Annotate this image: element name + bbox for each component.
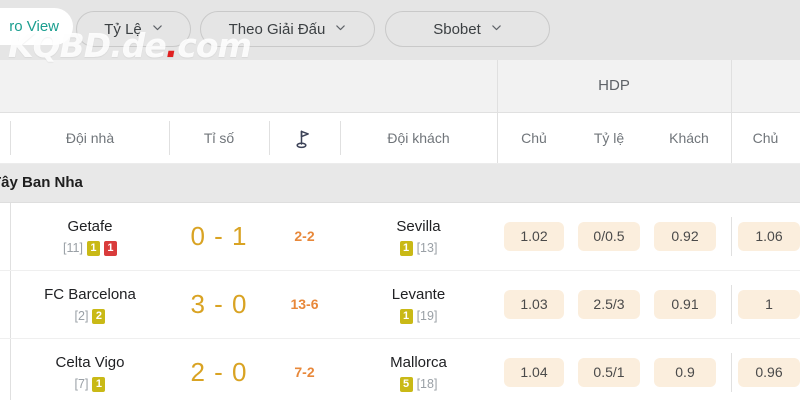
home-team-rank: [2] <box>74 309 89 323</box>
odds-hdp-home[interactable]: 1.03 <box>504 290 564 319</box>
filter-pill-by-league[interactable]: Theo Giải Đấu <box>200 11 375 47</box>
hdp-group-label: HDP <box>598 77 630 94</box>
column-header-hdp-away[interactable]: Khách <box>669 130 709 146</box>
odds-hdp-away[interactable]: 0.92 <box>654 222 716 251</box>
filter-pill-odds-type[interactable]: Tỷ Lệ <box>76 11 191 47</box>
odds-ou-home[interactable]: 0.96 <box>738 358 800 387</box>
odds-hdp-away[interactable]: 0.9 <box>654 358 716 387</box>
odds-hdp-away[interactable]: 0.91 <box>654 290 716 319</box>
corner-count[interactable]: 13-6 <box>290 296 319 312</box>
away-team-rank: [19] <box>416 309 438 323</box>
odds-hdp-ratio[interactable]: 2.5/3 <box>578 290 640 319</box>
away-team-rank: [18] <box>416 377 438 391</box>
away-team-name: Sevilla <box>396 218 441 235</box>
corner-count[interactable]: 2-2 <box>294 228 315 244</box>
away-team-name: Mallorca <box>390 354 447 371</box>
away-team-meta: 5 [18] <box>399 376 438 392</box>
away-yellow-card-badge: 1 <box>399 308 413 324</box>
filter-pill-bookmaker[interactable]: Sbobet <box>385 11 550 47</box>
chevron-down-icon <box>335 22 346 33</box>
home-red-card-badge: 1 <box>103 240 117 256</box>
column-header-ou-home[interactable]: Chủ <box>752 130 779 146</box>
match-score[interactable]: 3 - 0 <box>190 289 248 319</box>
column-divider <box>10 339 11 400</box>
match-score[interactable]: 2 - 0 <box>190 357 248 387</box>
home-team-cell[interactable]: FC Barcelona [2] 2 <box>11 271 169 338</box>
away-team-cell[interactable]: Mallorca 5 [18] <box>340 339 497 400</box>
home-team-cell[interactable]: Celta Vigo [7] 1 <box>11 339 169 400</box>
column-header-row: Đội nhà Tỉ số Đội khách Chủ Tỷ lệ Khách … <box>0 113 800 164</box>
column-divider <box>10 121 11 155</box>
column-header-score[interactable]: Tỉ số <box>203 130 235 146</box>
column-divider <box>10 203 11 270</box>
column-divider <box>269 121 270 155</box>
away-team-rank: [13] <box>416 241 438 255</box>
home-yellow-card-badge: 2 <box>92 308 106 324</box>
column-header-hdp-home[interactable]: Chủ <box>521 130 547 146</box>
pro-view-label: ro View <box>9 18 59 35</box>
away-yellow-card-badge: 1 <box>399 240 413 256</box>
match-score[interactable]: 0 - 1 <box>190 221 248 251</box>
away-yellow-card-badge: 5 <box>399 376 413 392</box>
column-divider <box>10 271 11 338</box>
column-divider <box>340 121 341 155</box>
odds-hdp-home[interactable]: 1.02 <box>504 222 564 251</box>
column-divider <box>731 60 732 112</box>
home-team-rank: [11] <box>63 241 83 255</box>
column-divider <box>169 121 170 155</box>
away-team-cell[interactable]: Levante 1 [19] <box>340 271 497 338</box>
table-row[interactable]: FC Barcelona [2] 2 3 - 0 13-6 Levante 1 … <box>0 271 800 339</box>
odds-hdp-home[interactable]: 1.04 <box>504 358 564 387</box>
home-yellow-card-badge: 1 <box>86 240 100 256</box>
filter-pill-by-league-label: Theo Giải Đấu <box>228 20 326 38</box>
table-row[interactable]: Celta Vigo [7] 1 2 - 0 7-2 Mallorca 5 [1… <box>0 339 800 400</box>
column-divider <box>731 353 732 392</box>
filter-pill-odds-type-label: Tỷ Lệ <box>104 20 142 38</box>
chevron-down-icon <box>491 22 502 33</box>
home-team-name: Getafe <box>67 218 113 235</box>
corner-count[interactable]: 7-2 <box>294 364 315 380</box>
home-team-meta: [11] 1 1 <box>63 240 117 256</box>
home-team-name: FC Barcelona <box>44 286 136 303</box>
away-team-meta: 1 [13] <box>399 240 438 256</box>
pro-view-pill[interactable]: ro View <box>0 8 73 45</box>
column-divider <box>497 60 498 112</box>
corner-flag-icon[interactable] <box>293 128 315 150</box>
home-team-name: Celta Vigo <box>55 354 125 371</box>
home-team-rank: [7] <box>74 377 89 391</box>
home-yellow-card-badge: 1 <box>92 376 106 392</box>
league-group-row[interactable]: Tây Ban Nha <box>0 164 800 203</box>
column-header-away-team[interactable]: Đội khách <box>387 130 450 146</box>
filter-pill-bookmaker-label: Sbobet <box>433 20 481 38</box>
odds-hdp-ratio[interactable]: 0/0.5 <box>578 222 640 251</box>
matches-table: HDP Đội nhà Tỉ số Đội khách Chủ Tỷ lệ <box>0 60 800 400</box>
away-team-meta: 1 [19] <box>399 308 438 324</box>
column-divider <box>731 113 732 163</box>
odds-ou-home[interactable]: 1.06 <box>738 222 800 251</box>
chevron-down-icon <box>152 22 163 33</box>
away-team-cell[interactable]: Sevilla 1 [13] <box>340 203 497 270</box>
column-header-hdp-ratio[interactable]: Tỷ lệ <box>593 130 625 146</box>
odds-hdp-ratio[interactable]: 0.5/1 <box>578 358 640 387</box>
league-name: Tây Ban Nha <box>0 174 83 191</box>
home-team-meta: [7] 1 <box>75 376 106 392</box>
column-divider <box>731 217 732 256</box>
home-team-meta: [2] 2 <box>75 308 106 324</box>
odds-ou-home[interactable]: 1 <box>738 290 800 319</box>
column-divider <box>497 113 498 163</box>
column-header-home-team[interactable]: Đội nhà <box>65 130 115 146</box>
away-team-name: Levante <box>391 286 446 303</box>
odds-group-header-row: HDP <box>0 60 800 113</box>
column-divider <box>731 285 732 324</box>
filter-bar: ro View Tỷ Lệ Theo Giải Đấu Sbobet <box>0 0 800 60</box>
table-row[interactable]: Getafe [11] 1 1 0 - 1 2-2 Sevilla 1 [13]… <box>0 203 800 271</box>
home-team-cell[interactable]: Getafe [11] 1 1 <box>11 203 169 270</box>
